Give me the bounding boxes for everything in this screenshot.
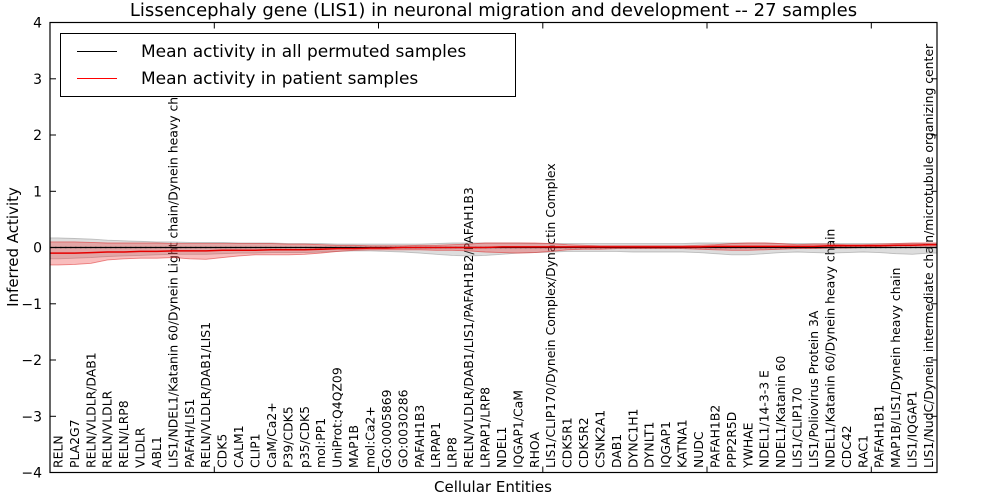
x-category-label: PPP2R5D: [724, 412, 739, 468]
x-category-label: CaM/Ca2+: [264, 402, 279, 468]
legend-entry-permuted: Mean activity in all permuted samples: [77, 42, 515, 62]
x-category-label: RELN/VLDLR/DAB1: [83, 352, 98, 468]
y-tick-label: 2: [33, 128, 42, 144]
x-category-label: LIS1/NDEL1/Katanin 60/Dynein Light chain…: [165, 78, 180, 468]
x-category-label: PAFAH1B3: [412, 405, 427, 468]
x-category-label: NDEL1: [494, 427, 509, 468]
x-category-label: LIS1/Poliovirus Protein 3A: [806, 310, 821, 468]
x-category-label: CSNK2A1: [593, 410, 608, 468]
y-tick-label: −1: [21, 297, 42, 313]
x-category-label: PAFAH/LIS1: [182, 399, 197, 468]
x-category-label: LRPAP1: [428, 422, 443, 468]
x-category-label: PAFAH1B2: [708, 405, 723, 468]
x-category-label: LIS1/CLIP170: [790, 387, 805, 468]
y-tick-label: 0: [33, 241, 42, 257]
y-tick-label: 4: [33, 16, 42, 32]
x-category-label: PLA2G7: [67, 419, 82, 468]
series-line-patient: [50, 243, 937, 254]
x-category-label: LRPAP1/LRP8: [478, 387, 493, 468]
y-tick-label: −3: [21, 409, 42, 425]
x-category-label: UniProt:Q4QZ09: [330, 367, 345, 468]
x-category-label: YWHAE: [740, 422, 755, 469]
x-category-label: VLDLR: [133, 427, 148, 468]
legend-label-patient: Mean activity in patient samples: [141, 68, 419, 89]
x-category-label: KATNA1: [675, 419, 690, 468]
x-category-label: IQGAP1: [658, 421, 673, 468]
x-category-label: CDK5: [215, 434, 230, 468]
x-category-label: CDC42: [839, 425, 854, 468]
x-category-label: RHOA: [527, 432, 542, 468]
y-tick-label: 1: [33, 184, 42, 200]
y-tick-label: 3: [33, 72, 42, 88]
x-category-label: RELN: [50, 435, 65, 468]
legend-entry-patient: Mean activity in patient samples: [77, 69, 515, 89]
x-category-label: MAP1B/LIS1/Dynein heavy chain: [888, 268, 903, 469]
y-tick-label: −4: [21, 466, 42, 482]
x-category-label: LIS1/IQGAP1: [905, 391, 920, 468]
x-category-label: RELN/VLDLR/DAB1/LIS1: [198, 322, 213, 468]
y-axis-label: Inferred Activity: [4, 187, 22, 307]
legend: Mean activity in all permuted samples Me…: [60, 33, 516, 97]
x-category-label: ABL1: [149, 436, 164, 468]
x-category-label: MAP1B: [346, 425, 361, 468]
x-category-label: p35/CDK5: [297, 406, 312, 468]
x-category-label: CALM1: [231, 425, 246, 468]
x-category-label: CDK5R1: [560, 417, 575, 468]
x-category-label: RELN/VLDLR: [100, 390, 115, 468]
x-category-label: GO:0030286: [395, 389, 410, 468]
x-category-label: CLIP1: [248, 433, 263, 468]
x-category-label: LRP8: [445, 437, 460, 468]
x-category-label: GO:0005869: [379, 389, 394, 468]
x-category-label: LIS1/CLIP170/Dynein Complex/Dynactin Com…: [543, 163, 558, 468]
legend-line-permuted-icon: [77, 51, 117, 52]
x-category-label: mol:PP1: [313, 418, 328, 468]
x-category-label: RELN/LRP8: [116, 400, 131, 468]
x-category-label: P39/CDK5: [280, 406, 295, 468]
x-category-label: CDK5R2: [576, 417, 591, 468]
x-category-label: NDEL1/14-3-3 E: [757, 370, 772, 468]
x-category-label: mol:Ca2+: [363, 406, 378, 468]
x-category-label: PAFAH1B1: [872, 405, 887, 468]
x-category-label: NDEL1/Katanin 60: [773, 355, 788, 468]
x-category-label: DYNLT1: [642, 422, 657, 468]
legend-label-permuted: Mean activity in all permuted samples: [141, 41, 467, 62]
x-category-label: DYNC1H1: [625, 409, 640, 468]
y-tick-label: −2: [21, 353, 42, 369]
chart-title: Lissencephaly gene (LIS1) in neuronal mi…: [129, 0, 858, 21]
x-category-label: RELN/VLDLR/DAB1/LIS1/PAFAH1B2/PAFAH1B3: [461, 187, 476, 468]
legend-line-patient-icon: [77, 78, 117, 79]
x-category-label: NUDC: [691, 431, 706, 468]
x-category-label: IQGAP1/CaM: [510, 390, 525, 468]
x-category-label: NDEL1/Katanin 60/Dynein heavy chain: [822, 229, 837, 468]
x-category-label: LIS1/NudC/Dynein intermediate chain/micr…: [921, 43, 936, 468]
x-axis-label: Cellular Entities: [434, 478, 552, 496]
x-category-label: DAB1: [609, 434, 624, 468]
x-category-label: RAC1: [855, 435, 870, 468]
